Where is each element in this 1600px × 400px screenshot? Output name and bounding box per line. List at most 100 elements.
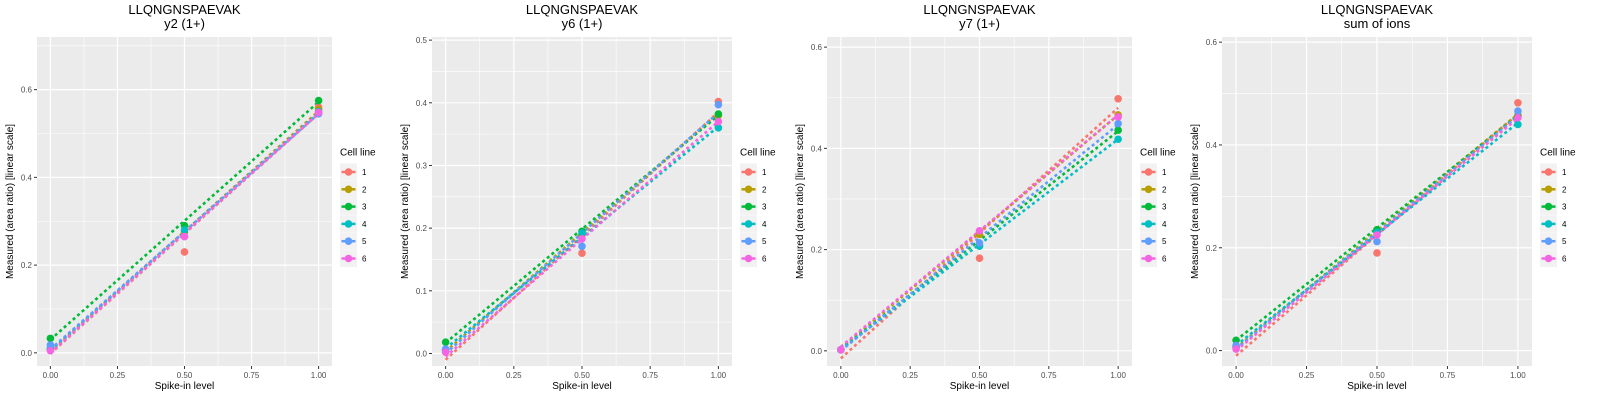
data-point-series-4 <box>714 124 723 132</box>
data-point-series-6 <box>1114 113 1122 121</box>
y-tick-label: 0.5 <box>416 36 428 45</box>
x-axis-label: Spike-in level <box>552 381 611 392</box>
data-point-series-6 <box>578 234 586 243</box>
y-axis-label: Measured (area ratio) [linear scale] <box>5 124 16 279</box>
x-tick-label: 0.25 <box>1299 371 1315 380</box>
x-tick-label: 0.75 <box>244 371 260 380</box>
y-tick-label: 0.2 <box>811 246 823 255</box>
legend-key-point <box>1144 220 1153 228</box>
x-tick-label: 0.50 <box>574 371 590 380</box>
data-point-series-1 <box>1514 99 1522 107</box>
legend-label: 2 <box>1562 185 1567 194</box>
x-axis-label: Spike-in level <box>155 381 214 392</box>
data-point-series-6 <box>975 227 984 235</box>
x-tick-label: 0.00 <box>43 371 59 380</box>
data-point-series-5 <box>46 341 55 349</box>
chart-title: LLQNGNSPAEVAK <box>526 2 639 17</box>
x-tick-label: 0.75 <box>1440 371 1456 380</box>
data-point-series-3 <box>441 338 450 346</box>
data-point-series-6 <box>441 348 450 357</box>
legend-title: Cell line <box>340 148 376 159</box>
data-point-series-6 <box>46 346 55 355</box>
fit-line-series-1 <box>1235 113 1519 357</box>
legend-key-point <box>744 254 753 263</box>
legend-label: 6 <box>1562 255 1567 264</box>
legend-label: 6 <box>762 255 767 264</box>
x-tick-label: 1.00 <box>1510 371 1526 380</box>
legend-label: 3 <box>1162 203 1167 212</box>
x-tick-label: 0.00 <box>1228 371 1244 380</box>
y-tick-label: 0.6 <box>811 43 823 52</box>
x-tick-label: 0.25 <box>110 371 126 380</box>
legend-label: 3 <box>362 203 367 212</box>
y-tick-label: 0.3 <box>416 161 428 170</box>
legend-label: 5 <box>1162 237 1167 246</box>
legend-label: 4 <box>1162 220 1167 229</box>
legend-key-point <box>744 220 753 228</box>
data-point-series-3 <box>1114 126 1122 134</box>
legend-key-point <box>744 202 753 211</box>
legend-title: Cell line <box>740 148 776 159</box>
legend-title: Cell line <box>1140 148 1176 159</box>
y-axis-label: Measured (area ratio) [linear scale] <box>795 124 806 279</box>
y-axis-label: Measured (area ratio) [linear scale] <box>1190 124 1201 279</box>
legend-key-point <box>1544 168 1553 176</box>
x-tick-label: 0.50 <box>1369 371 1385 380</box>
chart-title: LLQNGNSPAEVAK <box>1321 2 1434 17</box>
data-point-series-5 <box>1373 237 1381 246</box>
data-point-series-1 <box>1373 249 1381 257</box>
data-point-series-5 <box>1114 119 1122 128</box>
x-tick-label: 0.50 <box>972 371 988 380</box>
data-point-series-6 <box>180 232 189 241</box>
chart-subtitle: y6 (1+) <box>562 16 603 31</box>
legend-label: 4 <box>362 220 367 229</box>
x-tick-label: 0.50 <box>177 371 193 380</box>
data-point-series-5 <box>714 100 723 109</box>
y-tick-label: 0.2 <box>1206 244 1218 253</box>
data-point-series-1 <box>578 249 586 257</box>
y-tick-label: 0.4 <box>811 144 823 153</box>
legend-key-point <box>344 168 353 176</box>
data-point-series-5 <box>578 242 586 251</box>
x-tick-label: 1.00 <box>1110 371 1126 380</box>
x-tick-label: 1.00 <box>311 371 327 380</box>
legend-key-point <box>344 220 353 228</box>
legend-label: 3 <box>762 203 767 212</box>
x-tick-label: 1.00 <box>711 371 727 380</box>
data-point-series-6 <box>1232 345 1240 353</box>
data-point-series-3 <box>714 110 723 118</box>
data-point-series-5 <box>975 239 984 247</box>
legend-key-point <box>1544 185 1553 194</box>
legend-key-point <box>1544 254 1553 263</box>
legend-key-point <box>744 237 753 245</box>
legend-key-point <box>744 185 753 194</box>
data-point-series-4 <box>1114 135 1122 144</box>
data-point-series-6 <box>1373 231 1381 239</box>
chart-subtitle: y2 (1+) <box>164 16 205 31</box>
y-tick-label: 0.0 <box>21 349 33 358</box>
y-tick-label: 0.4 <box>21 173 33 182</box>
data-point-series-6 <box>1514 113 1522 122</box>
legend-key-point <box>344 202 353 211</box>
x-tick-label: 0.25 <box>506 371 522 380</box>
legend-label: 6 <box>1162 255 1167 264</box>
x-tick-label: 0.25 <box>902 371 918 380</box>
legend-key-point <box>344 254 353 263</box>
legend-label: 5 <box>762 237 767 246</box>
y-tick-label: 0.1 <box>416 287 428 296</box>
data-point-series-1 <box>180 248 189 256</box>
y-axis-label: Measured (area ratio) [linear scale] <box>400 124 411 279</box>
legend-key-point <box>1544 202 1553 211</box>
legend-label: 2 <box>1162 185 1167 194</box>
legend-title: Cell line <box>1540 148 1576 159</box>
legend-label: 1 <box>1562 168 1567 177</box>
x-tick-label: 0.00 <box>833 371 849 380</box>
chart-title: LLQNGNSPAEVAK <box>923 2 1036 17</box>
data-point-series-5 <box>1514 107 1522 115</box>
chart-title: LLQNGNSPAEVAK <box>128 2 241 17</box>
data-point-series-3 <box>314 96 323 105</box>
